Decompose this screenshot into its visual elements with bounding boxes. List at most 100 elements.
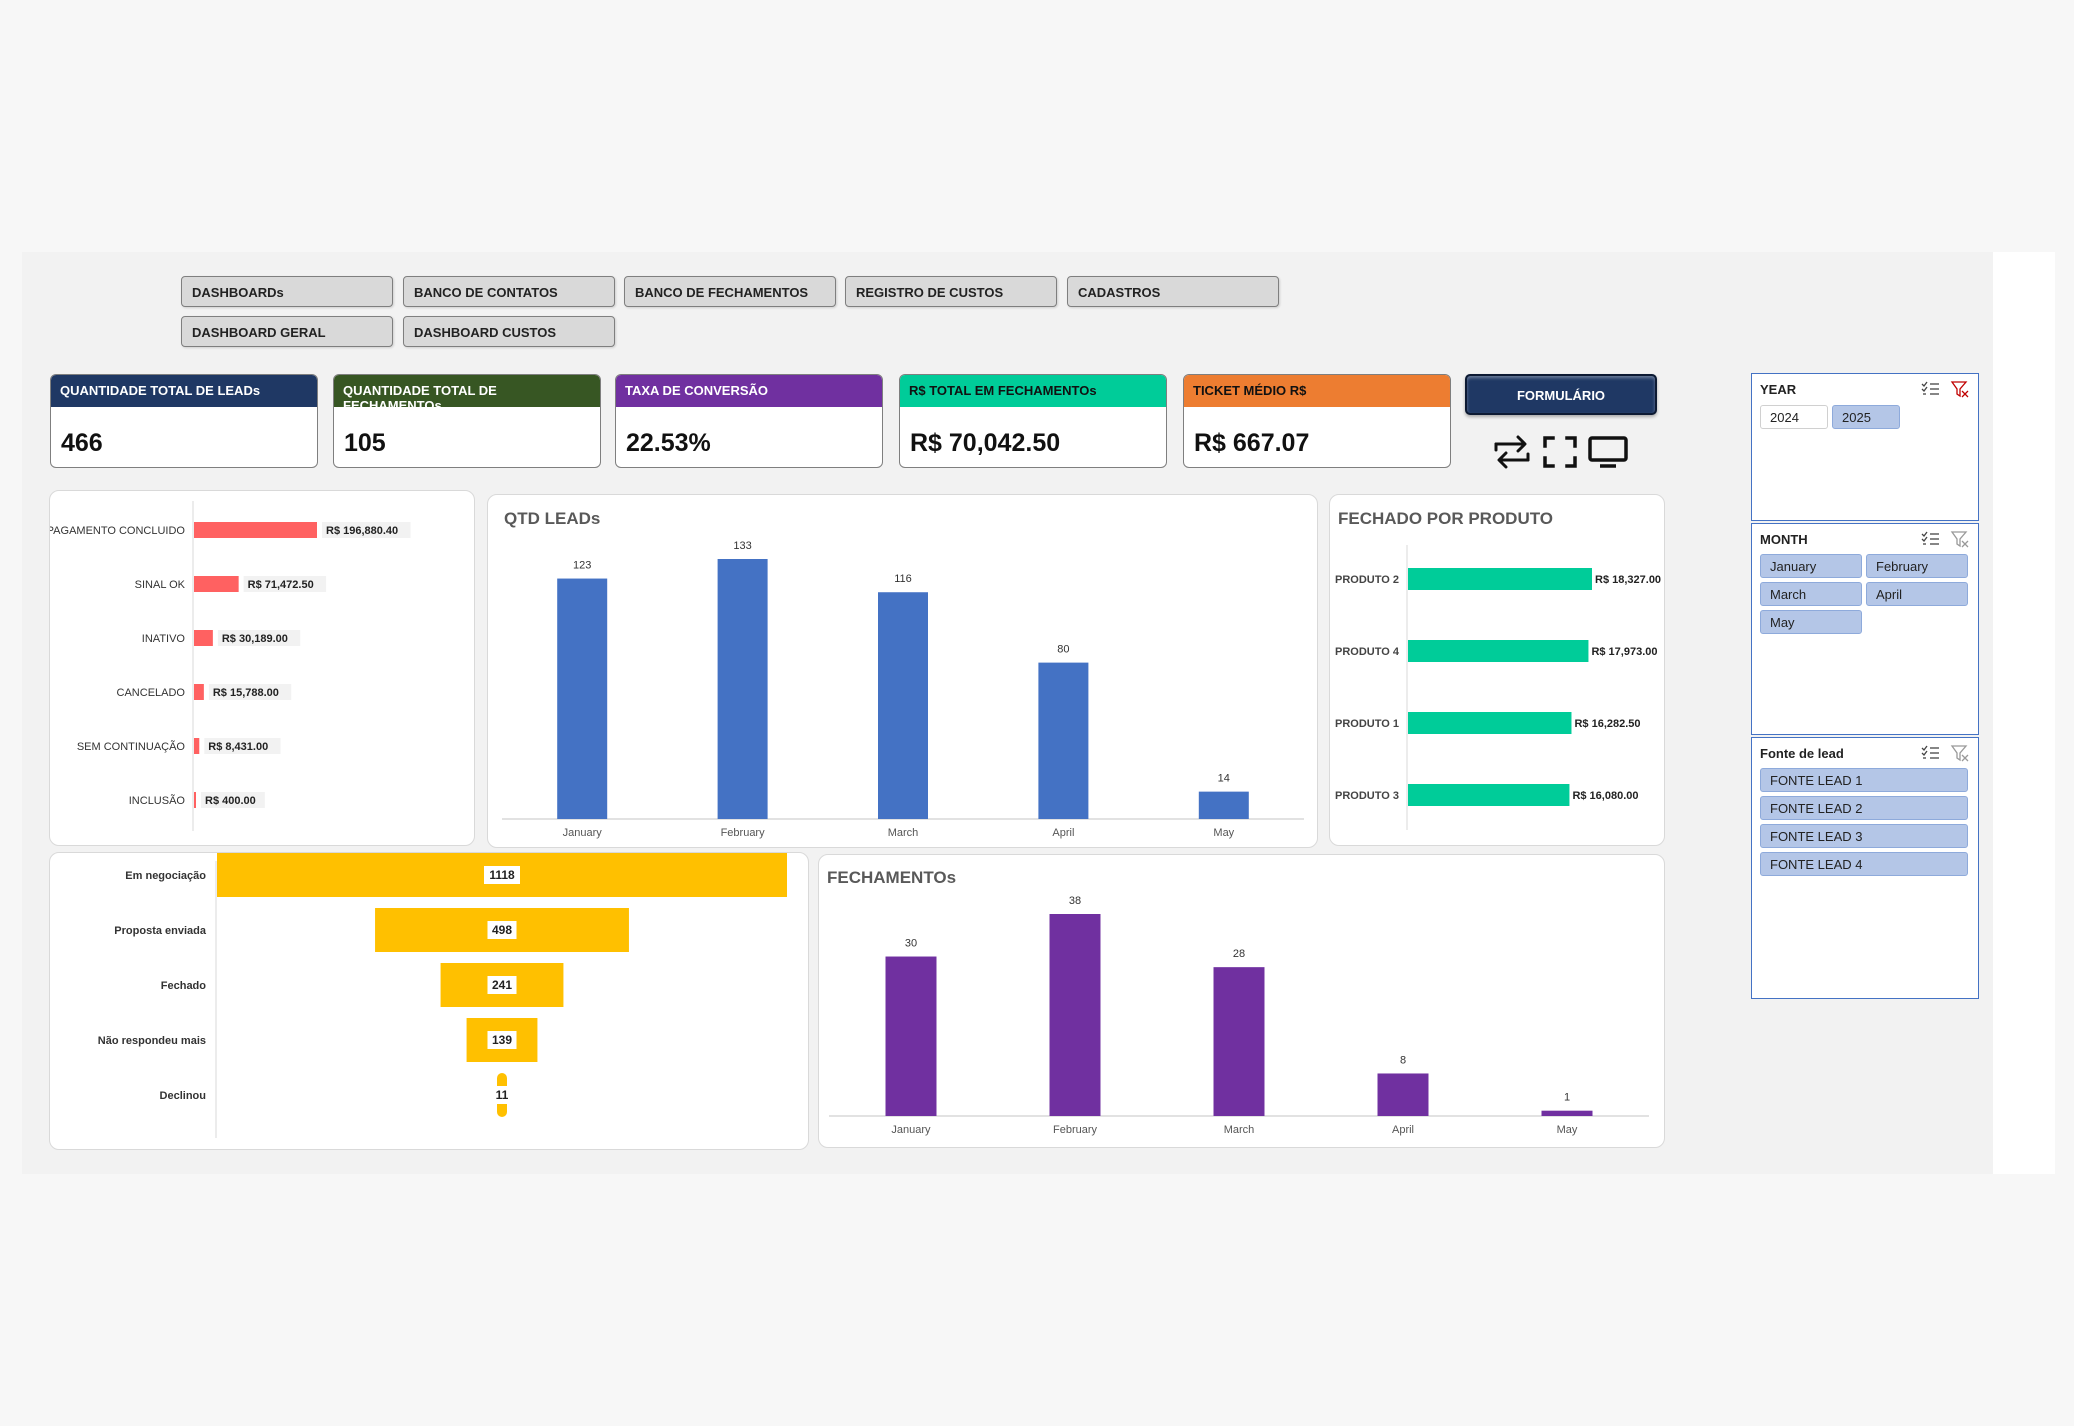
tick-label: March [1224, 1124, 1255, 1136]
kpi-label: R$ TOTAL EM FECHAMENTOs [900, 375, 1166, 407]
bar [194, 576, 239, 592]
data-label: R$ 15,788.00 [213, 687, 279, 699]
nav-dashboards-button[interactable]: DASHBOARDs [181, 276, 393, 307]
kpi-ticket-medio: TICKET MÉDIO R$ R$ 667.07 [1183, 374, 1451, 468]
fonte-lead-slicer-item[interactable]: FONTE LEAD 2 [1760, 796, 1968, 820]
month-slicer-item[interactable]: April [1866, 582, 1968, 606]
tick-label: Proposta enviada [114, 925, 207, 937]
fechamentos-panel: FECHAMENTOs 30 January 38 February 28 March 8 A… [818, 854, 1665, 1148]
qtd-leads-chart: 123 January 133 February 116 March 80 April 14 Ma… [502, 540, 1304, 839]
tick-label: PRODUTO 3 [1335, 790, 1399, 802]
tick-label: SEM CONTINUAÇÃO [77, 740, 186, 753]
kpi-total-leads: QUANTIDADE TOTAL DE LEADs 466 [50, 374, 318, 468]
status-chart-panel: PAGAMENTO CONCLUIDO R$ 196,880.40 SINAL OK… [47, 490, 475, 846]
tick-label: May [1213, 827, 1234, 839]
tick-label: April [1052, 827, 1074, 839]
kpi-value: R$ 70,042.50 [910, 429, 1061, 457]
data-label: 133 [733, 540, 751, 552]
data-label-bg [204, 738, 281, 754]
year-slicer: YEAR 2024 2025 [1751, 373, 1979, 521]
fonte-lead-slicer-item[interactable]: FONTE LEAD 1 [1760, 768, 1968, 792]
data-label: 139 [492, 1033, 512, 1047]
tick-label: PRODUTO 4 [1335, 646, 1400, 658]
sheet-margin [1993, 252, 2055, 1174]
qtd-leads-panel: QTD LEADs 123 January 133 February 116 March 8… [487, 494, 1318, 848]
tick-label: Fechado [161, 980, 207, 992]
monitor-icon[interactable] [1586, 432, 1630, 472]
bar [1408, 640, 1589, 662]
tick-label: PRODUTO 1 [1335, 718, 1399, 730]
month-slicer-item[interactable]: February [1866, 554, 1968, 578]
data-label: 8 [1400, 1054, 1406, 1066]
data-label: 14 [1218, 773, 1230, 785]
data-label: R$ 196,880.40 [326, 525, 398, 537]
month-slicer-item[interactable]: May [1760, 610, 1862, 634]
year-slicer-item[interactable]: 2024 [1760, 405, 1828, 429]
month-slicer-item[interactable]: January [1760, 554, 1862, 578]
fonte-lead-slicer-item[interactable]: FONTE LEAD 4 [1760, 852, 1968, 876]
data-label: R$ 16,282.50 [1574, 718, 1640, 730]
year-slicer-item[interactable]: 2025 [1832, 405, 1900, 429]
bar [1049, 914, 1101, 1116]
data-label: 28 [1233, 948, 1245, 960]
bar [1408, 568, 1592, 590]
kpi-total-reais: R$ TOTAL EM FECHAMENTOs R$ 70,042.50 [899, 374, 1167, 468]
multi-select-icon[interactable] [1920, 744, 1970, 762]
data-label: 498 [492, 923, 512, 937]
bar [1541, 1110, 1593, 1116]
bar [878, 592, 928, 819]
funnel-chart: Em negociação 1118 Proposta enviada 498 Fech… [98, 853, 787, 1138]
multi-select-icon[interactable] [1920, 380, 1970, 398]
formulario-button[interactable]: FORMULÁRIO [1465, 374, 1657, 415]
bar [1198, 791, 1249, 819]
kpi-label: QUANTIDADE TOTAL DE FECHAMENTOs [334, 375, 600, 413]
data-label: 116 [894, 573, 912, 585]
refresh-icon[interactable] [1490, 432, 1534, 472]
kpi-label: TICKET MÉDIO R$ [1184, 375, 1450, 407]
tick-label: February [721, 827, 766, 839]
fonte-lead-slicer-item[interactable]: FONTE LEAD 3 [1760, 824, 1968, 848]
data-label-bg [487, 1031, 517, 1049]
data-label: R$ 16,080.00 [1572, 790, 1638, 802]
data-label-bg [208, 684, 292, 700]
chart-title: FECHADO POR PRODUTO [1338, 509, 1554, 528]
data-label-bg [484, 866, 520, 884]
nav-registro-custos-button[interactable]: REGISTRO DE CUSTOS [845, 276, 1057, 307]
bar [194, 684, 204, 700]
data-label: 80 [1057, 644, 1069, 656]
slicer-title: YEAR [1760, 382, 1797, 397]
nav-banco-fechamentos-button[interactable]: BANCO DE FECHAMENTOS [624, 276, 836, 307]
nav-banco-contatos-button[interactable]: BANCO DE CONTATOS [403, 276, 615, 307]
kpi-label: QUANTIDADE TOTAL DE LEADs [51, 375, 317, 407]
month-slicer-item[interactable]: March [1760, 582, 1862, 606]
bar [557, 578, 608, 819]
data-label: 11 [496, 1088, 509, 1102]
kpi-label: TAXA DE CONVERSÃO [616, 375, 882, 407]
data-label: 1118 [489, 868, 515, 882]
tick-label: INATIVO [142, 633, 186, 645]
data-label: R$ 71,472.50 [248, 579, 314, 591]
data-label: R$ 400.00 [205, 795, 256, 807]
nav-dashboard-geral-button[interactable]: DASHBOARD GERAL [181, 316, 393, 347]
bar [194, 738, 200, 754]
tick-label: INCLUSÃO [129, 794, 186, 807]
data-label-bg [322, 522, 411, 538]
tick-label: March [888, 827, 919, 839]
tick-label: Em negociação [125, 870, 206, 882]
nav-cadastros-button[interactable]: CADASTROS [1067, 276, 1279, 307]
tick-label: PAGAMENTO CONCLUIDO [50, 525, 185, 537]
data-label: R$ 30,189.00 [222, 633, 288, 645]
bar [1408, 712, 1572, 734]
tick-label: Declinou [160, 1090, 206, 1102]
data-label-bg [243, 576, 327, 592]
fullscreen-icon[interactable] [1538, 432, 1582, 472]
data-label: 241 [492, 978, 512, 992]
kpi-value: R$ 667.07 [1194, 429, 1310, 457]
kpi-total-fechamentos: QUANTIDADE TOTAL DE FECHAMENTOs 105 [333, 374, 601, 468]
funnel-panel: Em negociação 1118 Proposta enviada 498 Fech… [49, 852, 809, 1150]
tick-label: PRODUTO 2 [1335, 574, 1399, 586]
nav-dashboard-custos-button[interactable]: DASHBOARD CUSTOS [403, 316, 615, 347]
produto-chart: PRODUTO 2 R$ 18,327.00 PRODUTO 4 R$ 17,973.… [1335, 545, 1661, 830]
tick-label: April [1392, 1124, 1414, 1136]
multi-select-icon[interactable] [1920, 530, 1970, 548]
